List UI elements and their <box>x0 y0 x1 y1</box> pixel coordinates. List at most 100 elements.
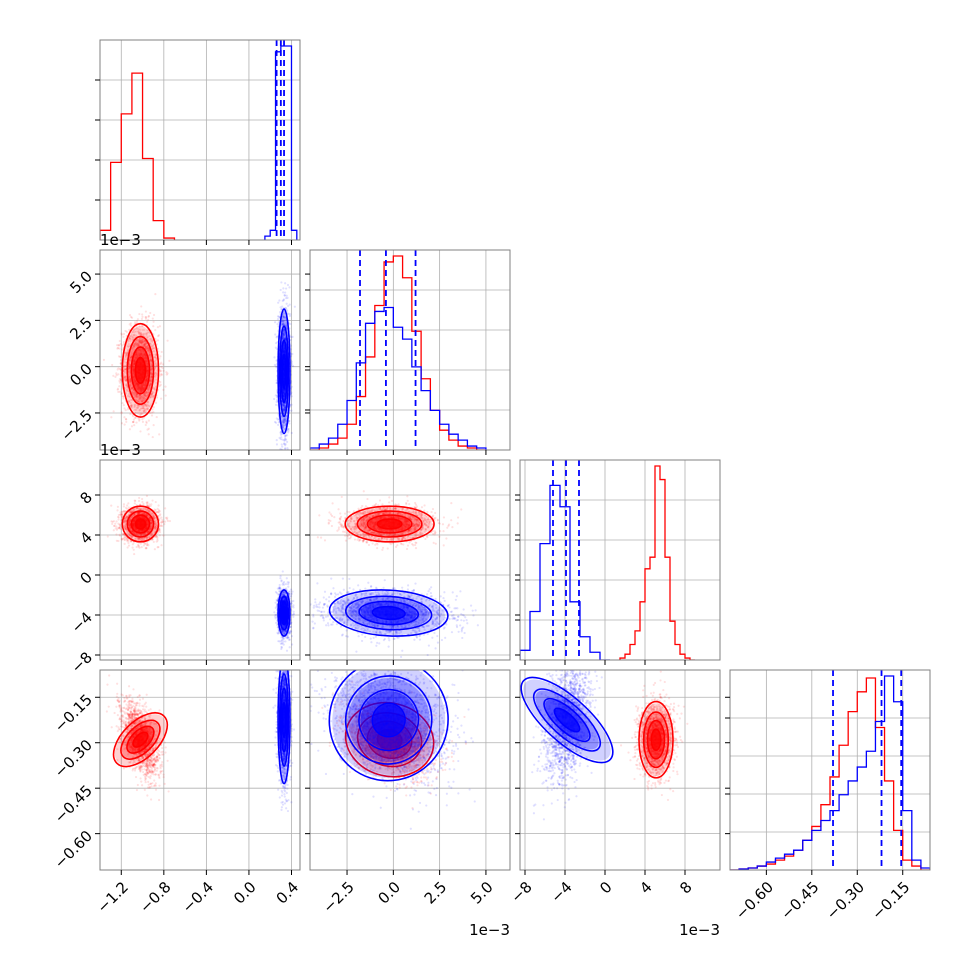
sample-point <box>285 417 288 420</box>
sample-point <box>284 472 286 474</box>
sample-point <box>290 363 293 366</box>
sample-point <box>144 354 147 357</box>
sample-point <box>142 383 145 386</box>
sample-point <box>134 382 137 385</box>
sample-point <box>147 314 150 318</box>
sample-point <box>277 321 280 324</box>
sample-point <box>290 385 293 388</box>
sample-point <box>144 345 147 348</box>
sample-point <box>288 471 290 473</box>
sample-point <box>278 299 281 302</box>
sample-point <box>159 370 162 373</box>
sample-point <box>151 435 154 439</box>
sample-point <box>144 382 147 385</box>
sample-point <box>278 311 282 314</box>
sample-point <box>160 397 163 400</box>
sample-point <box>138 394 141 397</box>
sample-point <box>142 409 146 412</box>
sample-point <box>155 354 158 357</box>
sample-point <box>282 388 285 391</box>
sample-point <box>139 352 142 355</box>
sample-point <box>150 367 153 371</box>
sample-point <box>142 394 145 397</box>
sample-point <box>150 375 153 379</box>
sample-point <box>145 378 148 382</box>
sample-point <box>133 359 136 362</box>
sample-point <box>142 355 145 358</box>
sample-point <box>132 360 135 363</box>
sample-point <box>284 291 287 294</box>
sample-point <box>154 338 157 341</box>
sample-point <box>112 374 115 377</box>
sample-point <box>151 344 154 347</box>
sample-point <box>136 355 139 358</box>
sample-point <box>158 325 162 328</box>
sample-point <box>126 408 130 411</box>
sample-point <box>288 286 291 289</box>
sample-point <box>157 545 160 549</box>
sample-point <box>149 354 152 357</box>
sample-point <box>135 384 138 387</box>
sample-point <box>135 381 138 385</box>
sample-point <box>132 370 136 373</box>
sample-point <box>282 319 285 322</box>
sample-point <box>129 387 133 391</box>
sample-point <box>148 353 151 357</box>
sample-point <box>132 367 135 370</box>
sample-point <box>147 315 150 318</box>
sample-point <box>128 383 132 387</box>
sample-point <box>153 362 157 366</box>
sample-point <box>129 322 132 325</box>
sample-point <box>136 385 139 388</box>
sample-point <box>132 365 135 368</box>
sample-point <box>148 353 151 356</box>
sample-point <box>142 333 145 336</box>
sample-point <box>134 499 137 503</box>
sample-point <box>145 404 148 407</box>
sample-point <box>143 393 146 396</box>
sample-point <box>124 375 127 378</box>
sample-point <box>145 359 149 363</box>
sample-point <box>112 410 115 413</box>
sample-point <box>156 537 159 541</box>
sample-point <box>138 408 141 412</box>
sample-point <box>118 378 122 381</box>
sample-point <box>145 356 148 359</box>
sample-point <box>143 339 146 342</box>
sample-point <box>162 369 165 372</box>
sample-point <box>133 359 137 362</box>
histogram-red <box>100 72 176 240</box>
sample-point <box>128 375 131 379</box>
sample-point <box>139 388 142 391</box>
sample-point <box>129 413 132 416</box>
sample-point <box>146 407 149 411</box>
sample-point <box>133 391 136 394</box>
sample-point <box>145 365 149 368</box>
sample-point <box>153 366 157 369</box>
sample-point <box>132 380 136 383</box>
sample-point <box>150 392 153 395</box>
sample-point <box>137 351 140 355</box>
sample-point <box>149 342 152 345</box>
sample-point <box>143 343 146 346</box>
sample-point <box>274 394 277 397</box>
sample-point <box>283 316 286 320</box>
sample-point <box>133 424 136 427</box>
sample-point <box>137 388 140 392</box>
sample-point <box>149 379 152 383</box>
sample-point <box>137 328 140 331</box>
sample-point <box>140 407 143 410</box>
sample-point <box>117 355 121 358</box>
sample-point <box>137 332 140 335</box>
sample-point <box>133 348 136 351</box>
sample-point <box>131 336 134 339</box>
sample-point <box>131 350 135 353</box>
sample-point <box>133 330 136 333</box>
sample-point <box>134 321 137 324</box>
sample-point <box>149 380 153 383</box>
sample-point <box>283 456 285 458</box>
sample-point <box>150 365 153 368</box>
sample-point <box>275 417 278 420</box>
sample-point <box>140 342 144 345</box>
sample-point <box>143 352 146 355</box>
